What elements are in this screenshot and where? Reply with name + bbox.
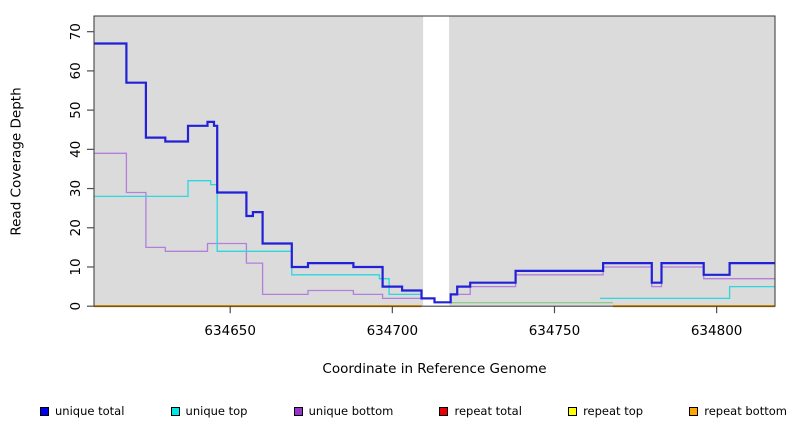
x-tick-label: 634650: [204, 323, 256, 339]
x-tick-label: 634750: [529, 323, 581, 339]
legend-item-unique-total: unique total: [40, 404, 124, 418]
legend-swatch-icon: [40, 406, 49, 416]
legend-label: unique total: [55, 404, 125, 418]
series-unique-total: [94, 42, 775, 304]
x-axis-label: Coordinate in Reference Genome: [322, 361, 547, 377]
legend-label: unique top: [185, 404, 248, 418]
legend-label: unique bottom: [308, 404, 394, 418]
legend-swatch-icon: [439, 406, 449, 416]
y-axis: 0 10 20 30 40 50 60 70: [68, 23, 94, 310]
plot-border: [93, 15, 776, 307]
legend-swatch-icon: [568, 406, 578, 416]
x-tick-label: 634700: [367, 323, 419, 339]
no-data-gap-band: [423, 16, 450, 306]
y-tick-label: 30: [68, 180, 84, 197]
x-tick-label: 634800: [691, 323, 743, 339]
legend-item-repeat-top: repeat top: [568, 404, 643, 418]
y-tick-label: 50: [68, 102, 84, 119]
y-tick-label: 20: [68, 219, 84, 236]
legend-item-repeat-bottom: repeat bottom: [689, 404, 787, 418]
legend-item-repeat-total: repeat total: [439, 404, 522, 418]
y-tick-label: 40: [68, 141, 84, 158]
series-unique-top: [94, 180, 775, 300]
legend-swatch-icon: [170, 406, 180, 416]
legend-label: repeat top: [583, 404, 644, 418]
y-tick-label: 10: [68, 258, 84, 275]
x-axis: 634650 634700 634750 634800: [204, 306, 742, 339]
legend: unique total unique top unique bottom repea…: [40, 400, 787, 422]
y-axis-label: Read Coverage Depth: [8, 87, 25, 236]
y-tick-label: 60: [68, 62, 84, 79]
y-tick-label: 0: [68, 302, 84, 311]
legend-swatch-icon: [689, 406, 699, 416]
legend-item-unique-top: unique top: [170, 404, 248, 418]
y-tick-label: 70: [68, 23, 84, 40]
legend-label: repeat bottom: [704, 404, 787, 418]
legend-item-unique-bottom: unique bottom: [293, 404, 394, 418]
legend-swatch-icon: [293, 406, 303, 416]
series-unique-bottom: [94, 152, 775, 300]
legend-label: repeat total: [454, 404, 522, 418]
